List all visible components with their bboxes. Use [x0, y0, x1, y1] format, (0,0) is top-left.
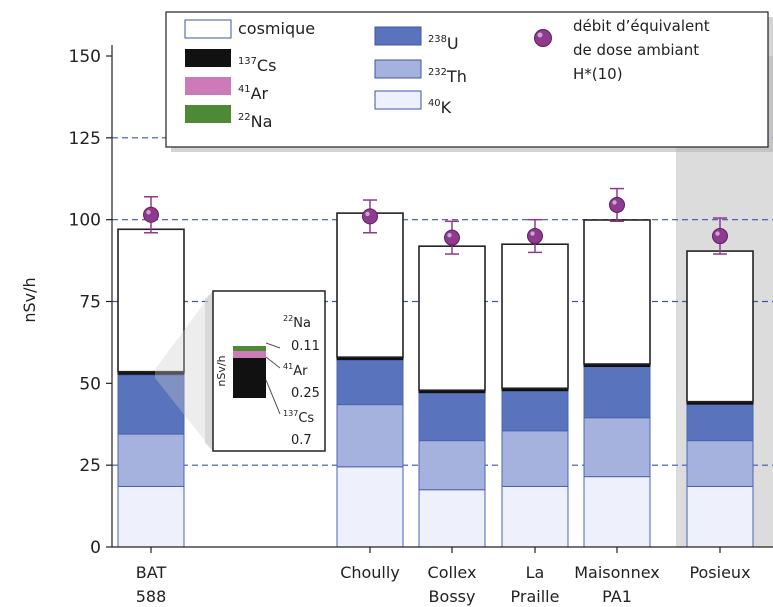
x-label-5: Posieux — [689, 563, 750, 582]
inset-labels: 22Na 0.11 41Ar 0.25 137Cs 0.7 — [265, 314, 320, 448]
dose-rate-point-4 — [609, 196, 625, 213]
x-label-4: Maisonnex PA1 — [574, 563, 660, 606]
dose-rate-point-3 — [527, 228, 543, 245]
dose-rate-highlight-2 — [447, 232, 452, 238]
inset-connector-stripes — [205, 291, 213, 451]
legend-swatch-Th232 — [374, 59, 422, 79]
legend-dose-rate-highlight — [537, 32, 543, 38]
x-tick-labels: BAT 588 Choully Collex Bossy La Praille Maisonn… — [136, 563, 751, 606]
legend-swatch-K40 — [374, 90, 422, 110]
legend-frame — [165, 11, 769, 148]
legend-dose-rate-marker — [534, 29, 552, 47]
dose-rate-highlight-1 — [365, 211, 370, 217]
dose-rate-point-2 — [444, 229, 460, 246]
bar-U238-0 — [117, 374, 185, 435]
y-tick-label-150: 150 — [69, 47, 101, 67]
legend-label-Cs137: 137Cs — [238, 56, 276, 75]
inset-value-Ar: 0.25 — [291, 386, 320, 401]
dose-rate-point-1 — [362, 208, 378, 225]
legend-label-Na22: 22Na — [238, 112, 272, 131]
bar-K40-1 — [336, 466, 404, 548]
legend-label-Th232: 232Th — [428, 67, 467, 86]
inset-bar-Na22 — [233, 346, 266, 351]
inset-small-contributions: nSv/h 22Na 0.11 41Ar 0.25 137Cs 0.7 — [155, 290, 326, 452]
x-label-2: Collex Bossy — [428, 563, 477, 606]
legend-label-cosmic: cosmique — [238, 19, 315, 38]
dose-rate-highlight-4 — [612, 200, 617, 205]
y-tick-label-25: 25 — [79, 456, 101, 476]
bar-U238-3 — [501, 389, 569, 432]
inset-leader-0 — [265, 342, 281, 349]
bar-K40-2 — [418, 489, 486, 548]
y-tick-label-0: 0 — [90, 538, 101, 558]
legend-swatch-Cs137 — [185, 49, 231, 67]
legend-label-U238: 238U — [428, 34, 459, 53]
inset-connector — [155, 291, 213, 451]
y-tick-label-100: 100 — [69, 211, 101, 231]
dose-rate-point-0 — [143, 206, 159, 223]
axes — [106, 45, 773, 553]
legend-swatch-U238 — [374, 26, 422, 46]
y-tick-label-75: 75 — [79, 293, 101, 313]
legend-swatch-Na22 — [185, 105, 231, 123]
x-label-0: BAT 588 — [136, 563, 167, 606]
bar-K40-5 — [686, 485, 754, 548]
bar-Th232-1 — [336, 404, 404, 468]
legend-label-Ar41: 41Ar — [238, 84, 269, 103]
dose-rate-highlight-5 — [715, 231, 720, 236]
bar-K40-3 — [501, 485, 569, 548]
bar-Th232-5 — [686, 440, 754, 487]
y-tick-labels: 0 25 50 75 100 125 150 — [69, 47, 101, 558]
y-tick-label-50: 50 — [79, 374, 101, 394]
x-label-1: Choully — [340, 563, 400, 582]
stacked-bars — [117, 212, 754, 548]
bar-cosmic-5 — [686, 250, 754, 403]
bar-cosmic-4 — [583, 219, 651, 365]
legend-label-K40: 40K — [428, 98, 452, 117]
inset-bar-Cs137 — [233, 358, 266, 398]
inset-value-Cs: 0.7 — [291, 433, 312, 448]
y-tick-label-125: 125 — [69, 129, 101, 149]
bar-U238-1 — [336, 358, 404, 406]
legend-swatch-cosmic — [184, 19, 232, 39]
legend-swatch-Ar41 — [185, 77, 231, 95]
bar-Th232-4 — [583, 417, 651, 478]
bar-cosmic-1 — [336, 212, 404, 358]
inset-value-Na: 0.11 — [291, 339, 320, 354]
bar-Th232-3 — [501, 430, 569, 487]
bar-U238-2 — [418, 391, 486, 442]
bar-K40-4 — [583, 476, 651, 548]
dose-rate-point-5 — [712, 228, 728, 245]
legend-dose-rate-label-0: débit d’équivalent — [573, 17, 710, 35]
inset-frame — [212, 290, 326, 452]
inset-label-Ar: 41Ar — [283, 362, 308, 379]
inset-label-Cs: 137Cs — [283, 409, 314, 426]
x-label-3: La Praille — [511, 563, 560, 606]
dose-rate-markers — [143, 187, 728, 255]
bar-U238-4 — [583, 364, 651, 419]
legend-items: cosmique 137Cs 41Ar 22Na 238U 232Th 40K débit d… — [184, 17, 710, 131]
inset-y-label: nSv/h — [215, 355, 228, 386]
bar-Th232-2 — [418, 440, 486, 491]
legend-dose-rate-label-2: H*(10) — [573, 65, 623, 83]
inset-leader-2 — [265, 379, 281, 415]
bar-K40-0 — [117, 485, 185, 548]
bar-cosmic-3 — [501, 243, 569, 390]
legend: cosmique 137Cs 41Ar 22Na 238U 232Th 40K débit d… — [165, 11, 773, 152]
dose-rate-highlight-3 — [530, 231, 535, 236]
inset-bars — [233, 346, 266, 398]
legend-dose-rate-label-1: de dose ambiant — [573, 41, 699, 59]
bar-U238-5 — [686, 402, 754, 442]
y-axis-title: nSv/h — [20, 277, 39, 322]
bar-Th232-0 — [117, 433, 185, 487]
inset-label-Na: 22Na — [283, 314, 311, 331]
inset-leader-1 — [265, 356, 281, 369]
inset-bar-Ar41 — [233, 351, 266, 358]
dose-rate-highlight-0 — [146, 210, 151, 215]
bar-cosmic-2 — [418, 245, 486, 392]
